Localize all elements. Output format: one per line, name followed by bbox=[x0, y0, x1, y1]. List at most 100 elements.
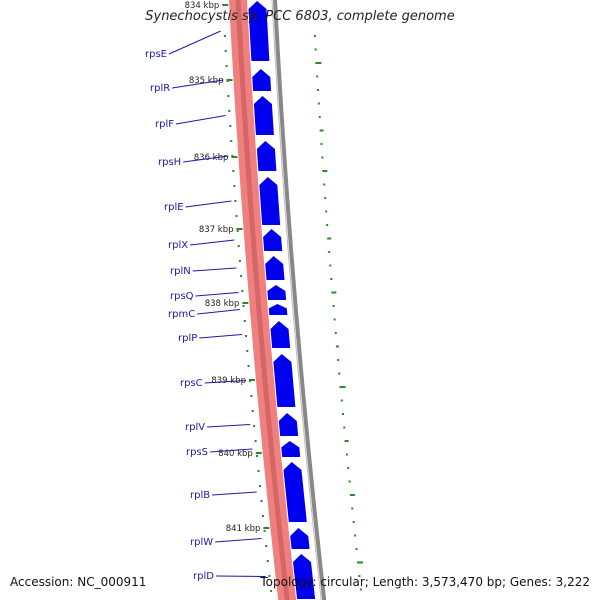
gene-leader-line bbox=[183, 155, 229, 163]
gene-arrow bbox=[268, 304, 288, 315]
gc-dot bbox=[251, 410, 254, 412]
gene-arrow bbox=[259, 177, 281, 225]
gene-leader-line bbox=[212, 491, 257, 496]
gene-label: rpsQ bbox=[170, 291, 194, 302]
genome-stats: Topology: circular; Length: 3,573,470 bp… bbox=[260, 575, 590, 589]
gene-arrow bbox=[267, 285, 287, 300]
gc-dot bbox=[240, 275, 243, 277]
gc-dot bbox=[327, 237, 332, 240]
gc-dot bbox=[236, 230, 239, 232]
gc-dot bbox=[270, 590, 273, 592]
gc-dot bbox=[357, 561, 363, 564]
outer-ring bbox=[272, 0, 327, 600]
kbp-tick-label: 837 kbp bbox=[199, 225, 234, 235]
gene-arrow bbox=[248, 1, 270, 61]
gene-arrow bbox=[281, 441, 301, 457]
gc-dot bbox=[323, 183, 326, 186]
gc-dot bbox=[263, 530, 266, 532]
gc-dot bbox=[351, 507, 354, 510]
gc-dot bbox=[358, 575, 361, 577]
gc-dot bbox=[315, 62, 322, 64]
gc-dot bbox=[257, 470, 260, 472]
gene-leader-line bbox=[199, 334, 243, 339]
gc-dot bbox=[313, 35, 316, 37]
gc-dot bbox=[227, 95, 230, 97]
backbone-rings bbox=[229, 0, 327, 600]
gene-arrow bbox=[253, 96, 274, 135]
gc-dot bbox=[330, 278, 333, 280]
gene-label: rplV bbox=[185, 422, 205, 433]
gene-arrow bbox=[278, 413, 299, 436]
gene-arrow bbox=[293, 554, 316, 599]
gc-dot bbox=[316, 75, 319, 78]
kbp-tick-label: 838 kbp bbox=[205, 299, 240, 309]
gene-arrow bbox=[283, 462, 307, 522]
gc-dot bbox=[339, 386, 346, 388]
gc-dot bbox=[247, 365, 250, 367]
gene-arrow bbox=[273, 354, 296, 407]
gc-dot bbox=[253, 425, 256, 427]
gene-leader-line bbox=[207, 424, 251, 428]
gene-arrow bbox=[252, 69, 272, 91]
kbp-tick-label: 835 kbp bbox=[189, 76, 224, 86]
accession-text: Accession: NC_000911 bbox=[10, 575, 147, 589]
gc-dot bbox=[256, 455, 258, 457]
gc-dot bbox=[237, 245, 240, 247]
gene-label: rplF bbox=[155, 119, 174, 130]
gc-dot bbox=[233, 185, 236, 187]
gene-leader-line bbox=[195, 292, 239, 297]
gene-label: rplB bbox=[190, 490, 210, 501]
gc-dot bbox=[354, 534, 357, 537]
gc-dot bbox=[230, 140, 233, 142]
gc-dot bbox=[241, 290, 244, 292]
gc-dot bbox=[318, 116, 321, 118]
gc-dot bbox=[328, 251, 331, 253]
gc-dot bbox=[317, 89, 319, 91]
gc-dot bbox=[352, 521, 355, 523]
gc-dot bbox=[235, 215, 238, 217]
gc-dot bbox=[254, 440, 257, 442]
gc-dot bbox=[325, 210, 328, 213]
gc-dot bbox=[262, 515, 264, 517]
gene-track bbox=[248, 1, 316, 599]
gene-leader-line bbox=[185, 200, 232, 208]
gene-leader-line bbox=[197, 309, 240, 315]
gene-label: rplX bbox=[168, 240, 188, 251]
gc-dot bbox=[265, 545, 268, 547]
gc-dot bbox=[229, 125, 232, 127]
gene-label: rplW bbox=[190, 537, 213, 548]
gene-leader-line bbox=[209, 448, 253, 453]
kbp-tick-label: 834 kbp bbox=[185, 1, 220, 11]
gene-leader-line bbox=[168, 30, 221, 55]
kbp-tick-label: 840 kbp bbox=[218, 449, 253, 459]
gene-arrow bbox=[270, 321, 291, 348]
gc-dot bbox=[225, 65, 228, 67]
gene-label: rplD bbox=[193, 571, 214, 582]
gc-dot bbox=[335, 345, 339, 348]
gc-dot bbox=[348, 480, 351, 483]
gene-label: rplR bbox=[150, 83, 170, 94]
gc-dot bbox=[234, 200, 237, 202]
gene-label: rpmC bbox=[168, 309, 195, 320]
gc-dot bbox=[338, 372, 341, 375]
gc-dot bbox=[324, 197, 327, 199]
gc-dot bbox=[232, 170, 235, 172]
gc-dot bbox=[321, 156, 324, 159]
gene-label: rpsC bbox=[180, 378, 203, 389]
gene-label: rpsS bbox=[186, 447, 208, 458]
gene-label: rpsH bbox=[158, 157, 181, 168]
gene-label: rplE bbox=[164, 202, 184, 213]
gc-dot bbox=[343, 426, 346, 429]
gc-dot bbox=[317, 102, 320, 105]
gc-dot bbox=[333, 318, 336, 321]
gc-dot bbox=[349, 494, 355, 496]
gc-dot bbox=[266, 560, 269, 562]
kbp-tick-label: 841 kbp bbox=[226, 524, 261, 534]
gene-leader-line bbox=[204, 380, 247, 384]
gc-dot bbox=[347, 467, 350, 469]
gene-label: rplP bbox=[178, 333, 197, 344]
gc-dot bbox=[322, 170, 328, 172]
gene-arrow bbox=[265, 256, 285, 280]
gc-dot bbox=[355, 548, 358, 550]
